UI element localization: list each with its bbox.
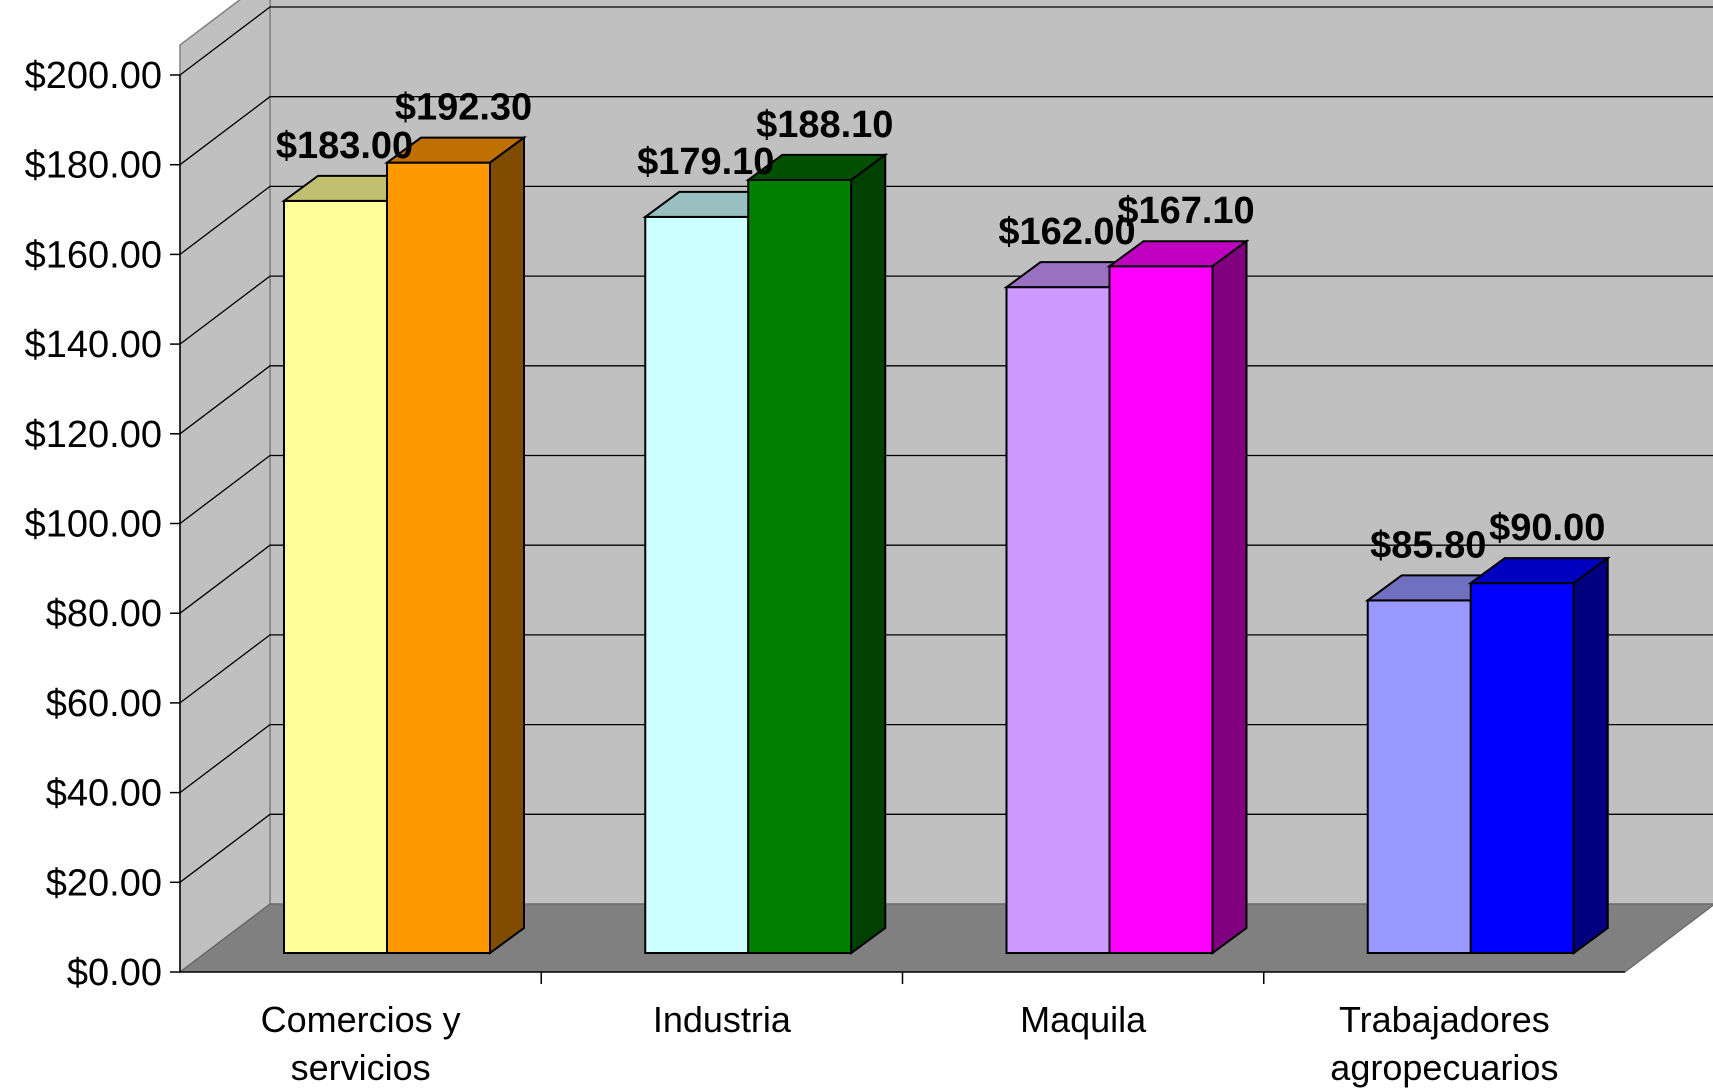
category-label-line: Comercios y [261,999,461,1040]
data-label: $85.80 [1370,524,1486,566]
y-tick-label: $200.00 [25,55,162,97]
gridline [179,96,1713,166]
category-label-line: Maquila [1020,999,1147,1040]
data-label: $162.00 [998,211,1135,253]
y-tick-label: $60.00 [46,683,162,725]
bar-front [1108,265,1214,954]
bar-side [1211,239,1248,955]
data-label: $179.10 [637,141,774,183]
x-axis-category-labels: Comercios y servicios Industria Maquila Trab… [261,999,1559,1088]
y-tick-label: $140.00 [25,324,162,366]
bars [280,135,1611,955]
bar [745,152,889,955]
y-tick-label: $160.00 [25,234,162,276]
data-label: $183.00 [276,125,413,167]
data-label: $167.10 [1117,190,1254,232]
y-tick-label: $100.00 [25,504,162,546]
y-axis-tick-labels: $0.00 $20.00 $40.00 $60.00 $80.00 $100.00 $120… [25,55,162,994]
data-label: $90.00 [1489,507,1605,549]
category-label-line: Industria [653,999,792,1040]
bar-side [1572,556,1609,955]
y-tick-label: $120.00 [25,414,162,456]
bar-front [1005,286,1111,954]
bar-front [386,161,491,955]
y-tick-label: $180.00 [25,145,162,187]
bar-front [283,199,388,954]
gridline [179,6,1713,76]
data-labels: $183.00$192.30 $179.10$188.10 $162.00$167.… [276,87,1606,567]
y-tick-label: $20.00 [46,862,162,904]
x-category-label: Industria [653,999,792,1040]
axes [170,74,1625,984]
y-tick-label: $0.00 [67,952,162,994]
x-category-label: Maquila [1020,999,1147,1040]
bar-front [1469,582,1575,954]
category-label-line: servicios [291,1047,431,1088]
category-label-line: agropecuarios [1330,1047,1558,1088]
bar [1106,239,1250,955]
bar [1003,261,1147,954]
bar [383,135,528,955]
x-category-label: Comercios y servicios [261,999,461,1088]
chart-walls [178,0,1713,974]
gridline [179,185,1713,255]
bar-front [644,215,750,955]
bar-side [489,135,525,955]
y-tick-label: $80.00 [46,593,162,635]
data-label: $192.30 [395,87,532,129]
bar [642,190,786,955]
bar-side [850,152,887,955]
category-label-line: Trabajadores [1339,999,1550,1040]
bar-front [747,178,853,954]
bar [1467,556,1611,955]
y-tick-label: $40.00 [46,773,162,815]
bar-front [1366,599,1472,954]
data-label: $188.10 [756,104,893,146]
side-wall [179,0,271,974]
x-category-label: Trabajadores agropecuarios [1330,999,1558,1088]
